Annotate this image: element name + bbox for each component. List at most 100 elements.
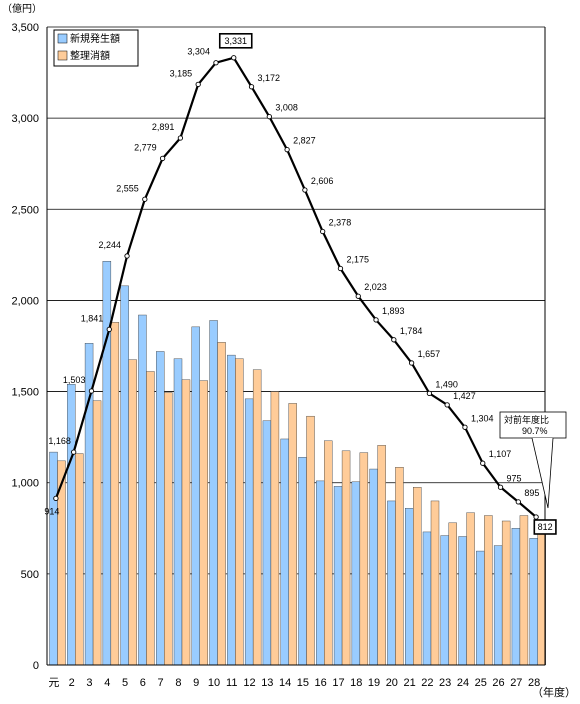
balance-point [177,135,184,141]
balance-label-box [218,33,253,49]
bar-new-4 [102,261,112,666]
balance-label: 1,841 [81,313,104,323]
balance-label: 2,175 [346,255,369,265]
x-tick-label: 28 [528,677,540,689]
bar-new-12 [244,398,254,666]
x-tick-label: 6 [140,677,146,689]
bar-settled-6 [146,371,155,666]
balance-label: 2,827 [293,136,316,146]
x-tick-label: 7 [158,677,164,689]
yoy-annotation: 対前年度比 90.7% [499,411,567,509]
balance-point [497,484,504,490]
bar-new-18 [351,481,361,666]
legend: 新規発生額 整理消額 [53,29,139,67]
bar-settled-23 [448,522,457,666]
balance-point [337,265,344,272]
balance-point [195,81,201,88]
balance-point [248,84,255,90]
balance-label: 3,304 [187,47,210,57]
x-tick-label: 26 [492,677,504,689]
y-tick-label: 0 [33,660,39,672]
bar-settled-26 [501,520,511,666]
y-axis-unit: （億円） [2,2,42,15]
x-tick-label: 22 [421,677,433,689]
bar-new-15 [298,456,307,666]
y-tick-label: 2,000 [11,295,39,307]
balance-label: 812 [538,522,553,532]
balance-label: 3,331 [224,36,247,46]
bar-new-元 [49,451,58,666]
bar-new-19 [369,468,378,666]
x-tick-label: 16 [315,677,327,689]
balance-point [426,390,433,397]
x-tick-label: 9 [193,677,199,689]
bar-settled-7 [164,392,173,666]
balance-point [515,499,521,505]
balance-point [355,293,361,299]
balance-point [284,147,290,153]
y-tick-label: 3,000 [11,113,39,125]
x-tick-label: 10 [208,677,220,689]
legend-swatch-settled [57,50,68,61]
x-tick-label: 15 [297,677,309,689]
bar-new-9 [191,326,200,666]
balance-label: 2,378 [329,218,352,228]
balance-label: 2,555 [116,183,139,193]
bar-settled-15 [306,415,315,666]
balance-label: 895 [524,488,539,498]
bar-settled-9 [199,380,208,666]
bar-new-5 [120,285,129,666]
balance-point [53,495,59,502]
balance-label: 1,657 [418,349,441,359]
bar-new-17 [333,486,343,666]
bar-new-23 [440,535,449,666]
x-tick-label: 23 [439,677,451,689]
balance-label: 1,503 [63,375,86,385]
y-tick-label: 2,500 [11,204,39,216]
y-tick-labels: 0 500 1,000 1,500 2,000 2,500 3,000 3,500 [11,22,39,672]
balance-label: 1,784 [400,326,423,336]
balance-point [231,55,237,61]
bar-settled-22 [430,500,440,666]
x-tick-label: 11 [226,677,237,689]
x-tick-label: 4 [104,677,110,689]
bar-new-14 [280,438,289,666]
bar-settled-27 [519,515,529,666]
balance-label: 1,304 [471,413,494,423]
bar-settled-20 [395,467,404,666]
bar-new-26 [493,545,503,666]
balance-point [391,337,397,343]
balance-point [444,402,450,408]
balance-label: 1,168 [48,436,71,446]
balance-point [320,228,326,235]
y-tick-label: 3,500 [11,22,39,34]
balance-label: 1,893 [382,306,405,316]
balance-label: 1,427 [453,391,476,401]
bar-new-22 [422,531,432,666]
balance-point [408,360,415,366]
bar-settled-24 [466,512,475,666]
x-tick-label: 12 [243,677,255,689]
bar-new-11 [227,354,236,666]
bar-settled-17 [341,450,351,666]
bars [49,261,546,666]
bar-settled-4 [110,322,120,666]
balance-polyline [54,56,537,518]
balance-label: 2,606 [311,176,334,186]
legend-box [53,29,139,67]
bar-new-10 [209,320,218,666]
balance-point [462,424,468,430]
balance-point [159,155,166,162]
bar-new-24 [458,536,467,666]
balance-point [106,326,112,333]
bar-new-25 [476,550,485,666]
x-tick-label: 3 [86,677,92,689]
balance-label: 2,779 [134,142,157,152]
bar-settled-10 [217,342,226,666]
balance-label: 3,008 [275,103,298,113]
bar-settled-12 [252,369,262,666]
balance-point [480,460,486,466]
x-tick-label: 17 [332,677,344,689]
x-tick-label: 2 [69,677,75,689]
x-tick-label: 24 [457,677,469,689]
